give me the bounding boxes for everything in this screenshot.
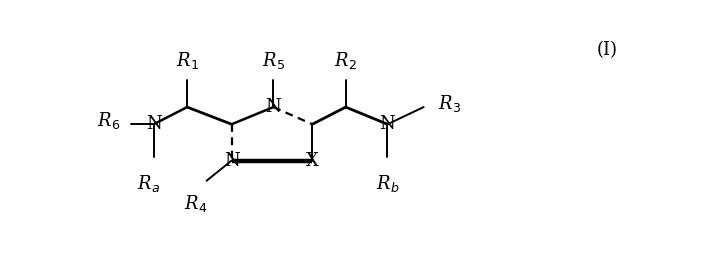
Text: R$_4$: R$_4$ — [184, 193, 207, 214]
Text: N: N — [266, 98, 281, 116]
Text: R$_5$: R$_5$ — [262, 50, 285, 71]
Text: X: X — [306, 151, 319, 170]
Text: R$_6$: R$_6$ — [97, 110, 121, 131]
Text: R$_2$: R$_2$ — [335, 50, 357, 71]
Text: R$_1$: R$_1$ — [176, 50, 199, 71]
Text: N: N — [146, 115, 162, 133]
Text: R$_a$: R$_a$ — [136, 173, 159, 194]
Text: R$_3$: R$_3$ — [437, 92, 460, 113]
Text: N: N — [224, 151, 240, 170]
Text: R$_b$: R$_b$ — [376, 173, 399, 194]
Text: (I): (I) — [597, 41, 617, 59]
Text: N: N — [380, 115, 396, 133]
